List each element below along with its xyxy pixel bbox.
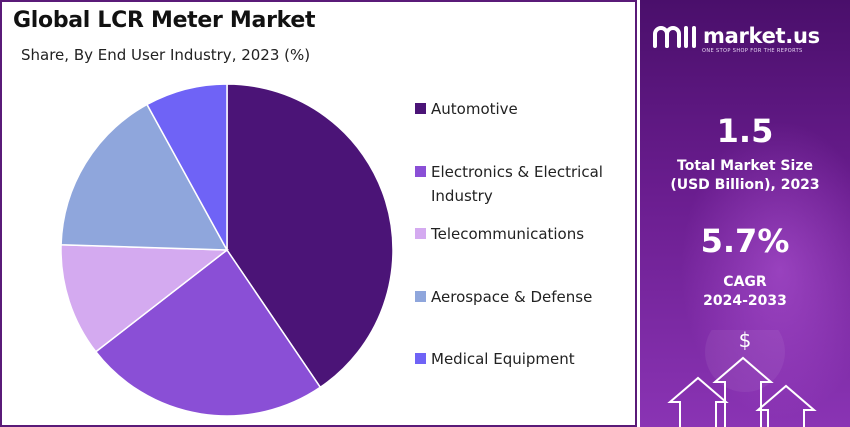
legend-swatch	[415, 228, 426, 239]
dollar-icon: $	[731, 326, 759, 354]
market-size-label-line1: Total Market Size	[677, 158, 813, 174]
market-us-logo-icon	[653, 26, 696, 48]
chart-panel: Global LCR Meter Market Share, By End Us…	[0, 0, 637, 427]
pie-slice-electronics-electrical-industry	[94, 248, 322, 417]
pie-chart	[60, 83, 394, 417]
growth-arrows-icon	[667, 330, 817, 427]
brand-name: market.us	[703, 24, 820, 48]
brand-logo[interactable]: market.us	[652, 24, 820, 48]
market-size-label-line2: (USD Billion), 2023	[670, 177, 820, 193]
cagr-period: 2024-2033	[703, 293, 787, 309]
pie-slice-medical-equipment	[146, 83, 228, 251]
legend-label: Medical Equipment	[431, 350, 575, 368]
chart-title: Global LCR Meter Market	[13, 8, 316, 33]
legend-item-medical: Medical Equipment	[415, 347, 621, 371]
legend-label: Automotive	[431, 100, 518, 118]
legend-label: Aerospace & Defense	[431, 288, 593, 306]
brand-tagline: ONE STOP SHOP FOR THE REPORTS	[702, 48, 803, 54]
chart-subtitle: Share, By End User Industry, 2023 (%)	[21, 46, 311, 64]
legend-item-electronics: Electronics & Electrical Industry	[415, 160, 621, 208]
legend-swatch	[415, 166, 426, 177]
market-size-value: 1.5	[716, 112, 774, 150]
background-glow	[680, 120, 850, 420]
legend-item-telecommunications: Telecommunications	[415, 222, 621, 246]
pie-slice-automotive	[226, 83, 394, 389]
pie-slice-aerospace-defense	[60, 103, 229, 251]
legend-item-automotive: Automotive	[415, 97, 621, 121]
legend-swatch	[415, 291, 426, 302]
legend-label: Electronics & Electrical Industry	[431, 163, 603, 205]
cagr-label: CAGR	[723, 274, 767, 290]
legend-item-aerospace: Aerospace & Defense	[415, 285, 621, 309]
legend-swatch	[415, 353, 426, 364]
pie-slice-telecommunications	[60, 244, 230, 353]
cagr-value: 5.7%	[700, 222, 790, 260]
summary-panel: market.us ONE STOP SHOP FOR THE REPORTS …	[640, 0, 850, 427]
legend-label: Telecommunications	[431, 225, 585, 243]
legend-swatch	[415, 103, 426, 114]
